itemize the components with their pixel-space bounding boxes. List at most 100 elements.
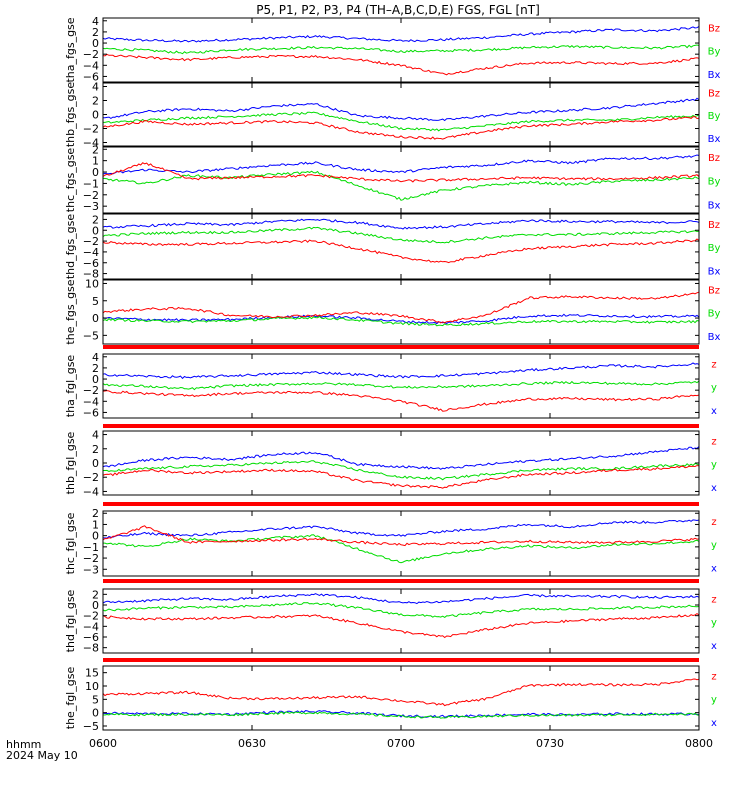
ytick-label: −5 [83, 720, 99, 733]
ytick-label: 2 [92, 588, 99, 601]
panel-tha_fgl_gse: 420−2−4−6 tha_fgl_gse z y x [64, 351, 717, 420]
x-footer-label: hhmm [6, 738, 41, 751]
legend-x: x [711, 406, 717, 417]
ytick-label: 4 [92, 81, 99, 94]
ytick-label: −4 [83, 395, 99, 408]
legend-By: By [708, 243, 721, 254]
ytick-label: 0 [92, 37, 99, 50]
panel-ylabel: thd_fgs_gse [64, 214, 77, 280]
panel-frame [102, 510, 700, 577]
legend-x: x [711, 641, 717, 652]
panel-ylabel: the_fgs_gse [64, 279, 77, 344]
chart-title: P5, P1, P2, P3, P4 (TH–A,B,C,D,E) FGS, F… [256, 3, 540, 17]
panel-thb_fgs_gse: 420−2−4 thb_fgs_gse Bz By Bx [64, 81, 720, 150]
legend-x: x [711, 564, 717, 575]
legend-By: By [708, 111, 721, 122]
xtick-label: 0800 [685, 737, 713, 750]
trace-Bx [103, 25, 699, 43]
legend-Bz: Bz [708, 89, 720, 100]
legend-y: y [711, 383, 717, 394]
trace-Bz [103, 291, 699, 324]
trace-z [103, 525, 699, 547]
ytick-label: −5 [83, 329, 99, 342]
trace-Bz [103, 162, 699, 183]
legend-x: x [711, 483, 717, 494]
legend-Bx: Bx [708, 134, 721, 145]
ytick-label: 2 [92, 26, 99, 39]
trace-x [103, 446, 699, 470]
ytick-label: 0 [92, 599, 99, 612]
trace-y [103, 602, 699, 619]
trace-z [103, 612, 699, 639]
panel-ylabel: thb_fgl_gse [64, 431, 77, 494]
ytick-label: −4 [83, 246, 99, 259]
panel-thd_fgl_gse: 20−2−4−6−8 thd_fgl_gse z y x [64, 588, 717, 654]
panel-separator [103, 658, 699, 662]
legend-Bx: Bx [708, 200, 721, 211]
legend-y: y [711, 695, 717, 706]
ytick-label: 5 [92, 693, 99, 706]
ytick-label: −6 [83, 70, 99, 83]
ytick-label: 0 [92, 457, 99, 470]
panel-frame [102, 82, 700, 147]
panel-frame [102, 146, 700, 214]
legend-z: z [711, 517, 716, 528]
xtick-label: 0630 [238, 737, 266, 750]
panel-tha_fgs_gse: 420−2−4−6 tha_fgs_gse Bz By Bx [64, 15, 720, 84]
ytick-label: 2 [92, 95, 99, 108]
legend-Bx: Bx [708, 267, 721, 278]
trace-x [103, 519, 699, 539]
x-footer-date: 2024 May 10 [6, 749, 78, 762]
trace-Bx [103, 154, 699, 175]
ytick-label: 2 [92, 443, 99, 456]
legend-y: y [711, 540, 717, 551]
ytick-label: 0 [92, 312, 99, 325]
ytick-label: −2 [83, 552, 99, 565]
legend-z: z [711, 672, 716, 683]
ytick-label: 2 [92, 507, 99, 520]
ytick-label: −3 [83, 563, 99, 576]
ytick-label: 2 [92, 213, 99, 226]
ytick-label: −4 [83, 137, 99, 150]
ytick-label: −8 [83, 642, 99, 655]
panel-ylabel: the_fgl_gse [64, 667, 77, 730]
panel-thc_fgl_gse: 210−1−2−3 thc_fgl_gse z y x [64, 507, 717, 577]
panel-ylabel: tha_fgl_gse [64, 355, 77, 418]
trace-By [103, 315, 699, 327]
panel-frame [102, 353, 700, 419]
trace-y [103, 460, 699, 481]
ytick-label: −2 [83, 471, 99, 484]
trace-Bz [103, 238, 699, 264]
trace-y [103, 711, 699, 719]
panel-separator [103, 345, 699, 349]
legend-By: By [708, 309, 721, 320]
legend-By: By [708, 177, 721, 188]
legend-y: y [711, 460, 717, 471]
ytick-label: 0 [92, 166, 99, 179]
ytick-label: 0 [92, 373, 99, 386]
ytick-label: 15 [85, 667, 99, 680]
panel-separator [103, 424, 699, 428]
panel-separator [103, 502, 699, 506]
legend-y: y [711, 618, 717, 629]
ytick-label: 0 [92, 530, 99, 543]
ytick-label: 0 [92, 707, 99, 720]
ytick-label: −2 [83, 48, 99, 61]
panel-thc_fgs_gse: 210−1−2−3 thc_fgs_gse Bz By Bx [64, 143, 721, 214]
ytick-label: −6 [83, 406, 99, 419]
ytick-label: 1 [92, 518, 99, 531]
ytick-label: −1 [83, 541, 99, 554]
ytick-label: 2 [92, 143, 99, 156]
legend-Bz: Bz [708, 286, 720, 297]
panel-ylabel: thd_fgl_gse [64, 589, 77, 652]
ytick-label: 10 [85, 680, 99, 693]
trace-x [103, 593, 699, 605]
panel-frame [102, 279, 700, 345]
trace-y [103, 534, 699, 564]
panel-ylabel: tha_fgs_gse [64, 17, 77, 82]
ytick-label: 10 [85, 277, 99, 290]
ytick-label: −2 [83, 123, 99, 136]
legend-Bx: Bx [708, 332, 721, 343]
trace-Bx [103, 218, 699, 230]
